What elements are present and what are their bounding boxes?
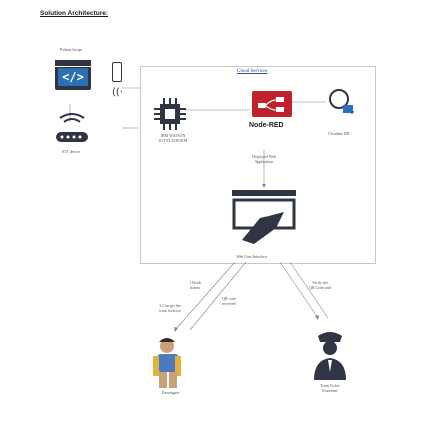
step2-line2: train location bbox=[159, 307, 181, 313]
cloudant-label: Cloudant DB bbox=[328, 131, 350, 136]
passengers-label: Passengers bbox=[162, 390, 180, 395]
cloudant-icon bbox=[329, 89, 355, 115]
step1-line1: 1.Book bbox=[189, 280, 201, 285]
examiner-icon bbox=[314, 332, 346, 380]
cloud-services-frame bbox=[140, 66, 376, 264]
verify-label: Verify the QR Code and bbox=[300, 280, 340, 290]
verify-line2: QR Code and bbox=[309, 284, 331, 290]
examiner-label: Train Ticket Examiner bbox=[308, 383, 352, 393]
ibm-watson-label: IBM WATSON IOT PLATFORM bbox=[148, 133, 198, 143]
examiner-line2: Examiner bbox=[322, 387, 338, 393]
qr-code-line1: QR code bbox=[222, 296, 237, 301]
node-red-icon bbox=[252, 91, 292, 117]
web-ui-label: Web User Interface bbox=[236, 254, 267, 259]
step1-line2: tickets bbox=[189, 284, 201, 290]
chip-icon bbox=[154, 98, 186, 130]
deployed-web-line1: Deployed Web bbox=[252, 154, 276, 159]
passenger-icon bbox=[153, 338, 181, 388]
page-title: Solution Architecture: bbox=[40, 10, 109, 17]
web-ui-icon bbox=[232, 190, 296, 244]
qr-code-label: QR code received bbox=[222, 296, 237, 306]
deployed-web-line2: Application bbox=[254, 158, 274, 164]
python-script-label: Python Script bbox=[60, 47, 82, 52]
verify-line1: Verify the bbox=[312, 280, 328, 285]
deployed-web-label: Deployed Web Application bbox=[244, 154, 284, 164]
iot-device-icon bbox=[56, 113, 88, 142]
iot-device-label: IOT device bbox=[62, 149, 81, 154]
code-window-icon: </> bbox=[55, 60, 91, 90]
node-red-label: Node-RED bbox=[249, 122, 284, 129]
step1-label: 1.Book tickets bbox=[178, 280, 212, 290]
phone-icon bbox=[112, 62, 122, 82]
step2-label: 2.Can get the train location bbox=[150, 303, 190, 313]
ibm-watson-line2: IOT PLATFORM bbox=[158, 137, 188, 143]
wifi-icon: ((· bbox=[112, 87, 123, 98]
step2-line1: 2.Can get the bbox=[159, 303, 181, 308]
qr-code-line2: received bbox=[222, 300, 236, 306]
ibm-watson-line1: IBM WATSON bbox=[160, 133, 186, 138]
examiner-line1: Train Ticket bbox=[320, 383, 340, 388]
cloud-services-label: Cloud Services bbox=[237, 69, 268, 74]
